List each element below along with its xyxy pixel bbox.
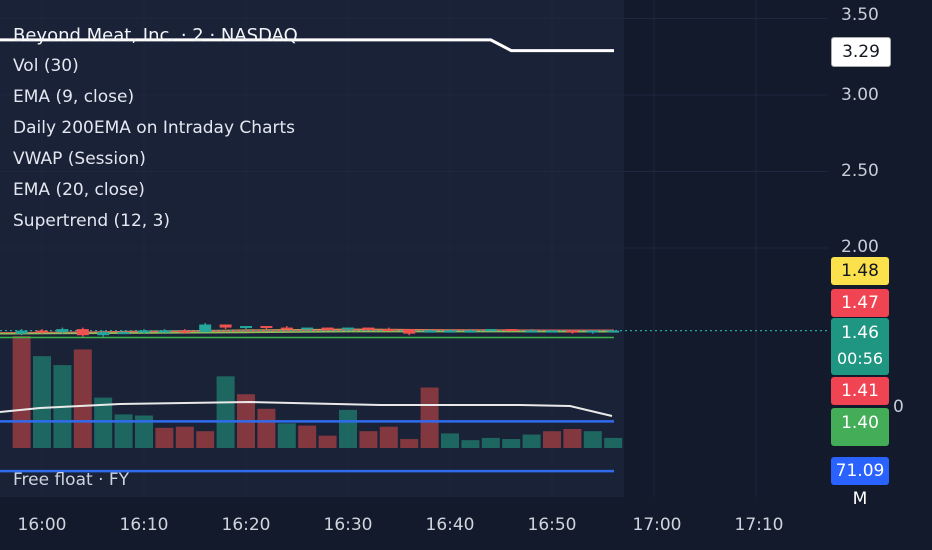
volume-bar (420, 387, 439, 448)
candle-body (158, 330, 171, 333)
volume-bar (33, 356, 51, 448)
candle-body (97, 332, 110, 336)
candle-body (76, 329, 89, 336)
last-price-tag: 1.46 00:56 (831, 318, 889, 375)
volume-bar (400, 439, 419, 448)
candle-body (280, 327, 293, 330)
volume-bar (441, 433, 459, 448)
x-tick-label: 17:00 (632, 515, 682, 535)
candle-body (199, 324, 212, 333)
candle-body (362, 327, 375, 330)
candle-body (423, 330, 436, 333)
volume-bar (583, 431, 602, 448)
legend-daily-200ema[interactable]: Daily 200EMA on Intraday Charts (13, 118, 295, 138)
candle-body (36, 330, 48, 333)
volume-bar (379, 426, 398, 448)
candle-body (382, 329, 395, 332)
y-tick-label: 3.50 (841, 5, 879, 25)
symbol-title[interactable]: Beyond Meat, Inc. · 2 · NASDAQ (13, 25, 298, 46)
candle-body (219, 324, 232, 328)
y-tick-label: 0 (893, 397, 904, 417)
y-tick-label: 3.00 (841, 85, 879, 105)
candle-body (117, 332, 130, 335)
indicator-line (0, 38, 614, 53)
candle-body (484, 329, 497, 332)
candle-body (138, 330, 150, 333)
volume-bar (114, 414, 133, 448)
legend-ema20[interactable]: EMA (20, close) (13, 180, 145, 200)
price-tag-supertrend: 1.40 (831, 408, 889, 446)
candle-body (342, 327, 354, 330)
free-float-label[interactable]: Free float · FY (13, 470, 130, 490)
price-tag-ema20: 1.47 (831, 289, 889, 317)
volume-bar (563, 428, 582, 448)
candle-body (586, 330, 599, 333)
price-tag-vwap: 1.41 (831, 377, 889, 405)
volume-bar (339, 409, 357, 448)
candle-body (607, 330, 620, 333)
volume-bar (155, 427, 174, 448)
last-price-value: 1.46 (841, 323, 879, 343)
x-tick-label: 16:30 (323, 515, 373, 535)
price-tag-ema9: 1.48 (831, 257, 889, 285)
y-tick-label: 2.50 (841, 161, 879, 181)
bar-countdown: 00:56 (836, 349, 884, 368)
x-tick-label: 16:10 (119, 515, 169, 535)
price-tag-daily-200ema: 3.29 (831, 37, 891, 67)
volume-bar (73, 349, 92, 448)
volume-bar (481, 437, 500, 448)
volume-bar (604, 437, 623, 448)
indicator-legend: Beyond Meat, Inc. · 2 · NASDAQ Vol (30) … (13, 20, 298, 237)
volume-bar (522, 434, 541, 448)
time-axis-area (0, 497, 932, 550)
volume-ma-line (0, 400, 613, 417)
volume-bar (543, 431, 561, 448)
candle-body (178, 330, 191, 333)
legend-vwap[interactable]: VWAP (Session) (13, 149, 146, 169)
candle-body (566, 330, 579, 333)
candle-body (15, 330, 28, 334)
volume-bar (196, 431, 215, 448)
y-tick-label: 2.00 (841, 237, 879, 257)
candle-body (260, 326, 273, 329)
volume-bar (94, 397, 113, 448)
x-tick-label: 16:50 (527, 515, 577, 535)
x-tick-label: 16:00 (17, 515, 67, 535)
x-tick-label: 16:40 (425, 515, 475, 535)
candle-body (321, 327, 334, 330)
x-tick-label: 16:20 (221, 515, 271, 535)
x-tick-label: 17:10 (734, 515, 784, 535)
candle-body (464, 330, 477, 333)
candle-body (56, 329, 69, 333)
candle-body (505, 329, 518, 332)
candle-body (301, 327, 314, 330)
volume-bar (257, 408, 276, 448)
volume-bar (277, 423, 296, 448)
volume-bar (318, 435, 337, 448)
candle-body (403, 329, 416, 334)
candle-body (546, 330, 558, 333)
legend-supertrend[interactable]: Supertrend (12, 3) (13, 211, 171, 231)
volume-bar (135, 415, 153, 448)
free-float-value-tag: 71.09 M (831, 457, 889, 509)
volume-bar (461, 440, 480, 448)
volume-bar (175, 426, 194, 448)
legend-ema9[interactable]: EMA (9, close) (13, 87, 135, 107)
candle-body (525, 330, 538, 333)
candle-body (240, 326, 252, 329)
volume-bar (502, 439, 521, 448)
volume-bar (216, 376, 235, 448)
candle-body (444, 330, 456, 333)
volume-bar (298, 425, 317, 448)
volume-bar (12, 336, 31, 448)
volume-bar (359, 431, 378, 448)
legend-vol[interactable]: Vol (30) (13, 56, 79, 76)
